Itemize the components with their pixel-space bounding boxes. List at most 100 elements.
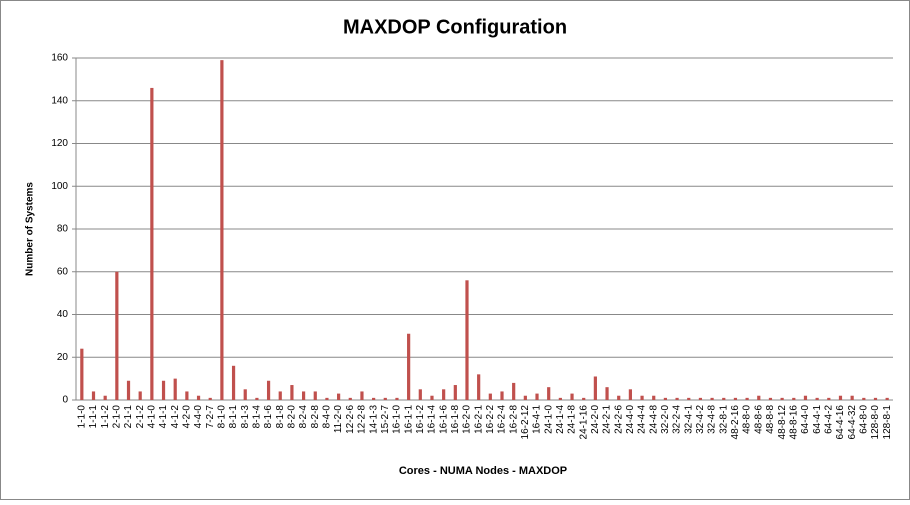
x-tick-label: 1-1-1 (88, 405, 99, 429)
x-tick-label: 2-1-2 (135, 405, 146, 429)
bar (465, 280, 469, 400)
x-tick-label: 11-2-0 (333, 405, 344, 434)
bar (780, 397, 784, 400)
bar (827, 397, 831, 400)
bar (395, 397, 399, 400)
bar (885, 397, 889, 400)
x-tick-label: 32-2-0 (660, 405, 671, 434)
x-tick-label: 24-1-4 (555, 405, 566, 434)
bar (126, 380, 131, 400)
bar (138, 391, 142, 400)
bar (652, 395, 656, 400)
x-tick-label: 16-2-2 (485, 405, 496, 434)
bar (523, 395, 527, 400)
bar (91, 391, 96, 400)
x-tick-label: 14-1-3 (368, 405, 379, 434)
x-tick-label: 48-8-12 (777, 405, 788, 440)
bar (372, 397, 376, 400)
x-tick-label: 64-8-0 (858, 405, 869, 434)
x-tick-label: 8-2-8 (310, 405, 321, 429)
x-tick-label: 16-1-4 (427, 405, 438, 434)
bar (313, 391, 317, 400)
x-tick-label: 16-2-4 (497, 405, 508, 434)
bar (710, 397, 714, 400)
bar (512, 382, 516, 400)
bar (675, 397, 679, 400)
x-tick-label: 8-1-1 (228, 405, 239, 429)
bar (477, 374, 481, 400)
bar (430, 395, 434, 400)
bar (266, 380, 271, 400)
x-tick-label: 24-2-6 (613, 405, 624, 434)
bar (605, 387, 609, 400)
x-tick-label: 24-1-8 (567, 405, 578, 434)
bar (873, 397, 878, 400)
bar (640, 395, 644, 400)
bar (115, 271, 119, 400)
x-tick-label: 16-4-1 (532, 405, 543, 434)
x-tick-label: 128-8-0 (870, 405, 881, 440)
bar (80, 348, 84, 400)
bar (628, 389, 632, 400)
x-tick-label: 24-2-1 (602, 405, 613, 434)
x-tick-label: 4-1-2 (170, 405, 181, 429)
x-tick-label: 2-1-1 (123, 405, 134, 429)
bar (535, 393, 539, 400)
x-tick-label: 8-2-0 (287, 405, 298, 429)
bar (418, 389, 422, 400)
x-tick-label: 64-4-16 (835, 405, 846, 440)
bar (593, 376, 597, 400)
bar (453, 385, 457, 400)
x-tick-label: 32-4-1 (683, 405, 694, 434)
bar (360, 391, 364, 400)
x-tick-label: 1-1-0 (76, 405, 87, 429)
x-tick-label: 24-4-0 (625, 405, 636, 434)
x-tick-label: 12-2-6 (345, 405, 356, 434)
bar (278, 391, 282, 400)
x-tick-label: 15-2-7 (380, 405, 391, 434)
x-tick-label: 128-8-1 (882, 405, 893, 440)
y-tick-label: 160 (51, 53, 68, 64)
bar (500, 391, 504, 400)
x-tick-label: 24-1-16 (578, 405, 589, 440)
x-tick-label: 24-2-0 (590, 405, 601, 434)
x-tick-label: 4-1-0 (147, 405, 158, 429)
x-tick-label: 64-4-2 (823, 405, 834, 434)
bar (582, 397, 586, 400)
bar (617, 395, 621, 400)
bar (301, 391, 306, 400)
y-tick-label: 120 (51, 138, 68, 149)
x-tick-label: 4-1-1 (158, 405, 169, 429)
x-tick-label: 12-2-8 (357, 405, 368, 434)
y-tick-label: 0 (62, 395, 68, 406)
bar (243, 389, 247, 400)
x-tick-label: 48-8-16 (788, 405, 799, 440)
bar (687, 397, 691, 400)
x-tick-label: 32-4-2 (695, 405, 706, 434)
x-tick-label: 48-8-8 (765, 405, 776, 434)
x-tick-label: 32-8-1 (718, 405, 729, 434)
x-tick-label: 8-1-3 (240, 405, 251, 429)
x-tick-label: 2-1-0 (111, 405, 122, 429)
x-tick-label: 16-2-12 (520, 405, 531, 440)
x-tick-label: 8-1-0 (217, 405, 228, 429)
x-tick-label: 4-4-0 (193, 405, 204, 429)
x-tick-label: 24-4-8 (648, 405, 659, 434)
x-tick-label: 8-2-4 (298, 405, 309, 429)
y-axis-label: Number of Systems (25, 182, 36, 276)
bar (161, 380, 166, 400)
x-tick-label: 32-4-8 (707, 405, 718, 434)
x-tick-label: 64-4-32 (847, 405, 858, 440)
bar (255, 397, 259, 400)
bar (757, 395, 761, 400)
x-tick-label: 1-1-2 (100, 405, 111, 429)
bar (150, 87, 154, 401)
x-tick-label: 16-2-1 (473, 405, 484, 434)
y-tick-label: 40 (57, 309, 69, 320)
y-tick-label: 80 (57, 224, 69, 235)
x-tick-label: 16-1-8 (450, 405, 461, 434)
x-axis-label: Cores - NUMA Nodes - MAXDOP (399, 465, 567, 477)
x-tick-label: 16-1-6 (438, 405, 449, 434)
x-tick-label: 16-2-8 (508, 405, 519, 434)
